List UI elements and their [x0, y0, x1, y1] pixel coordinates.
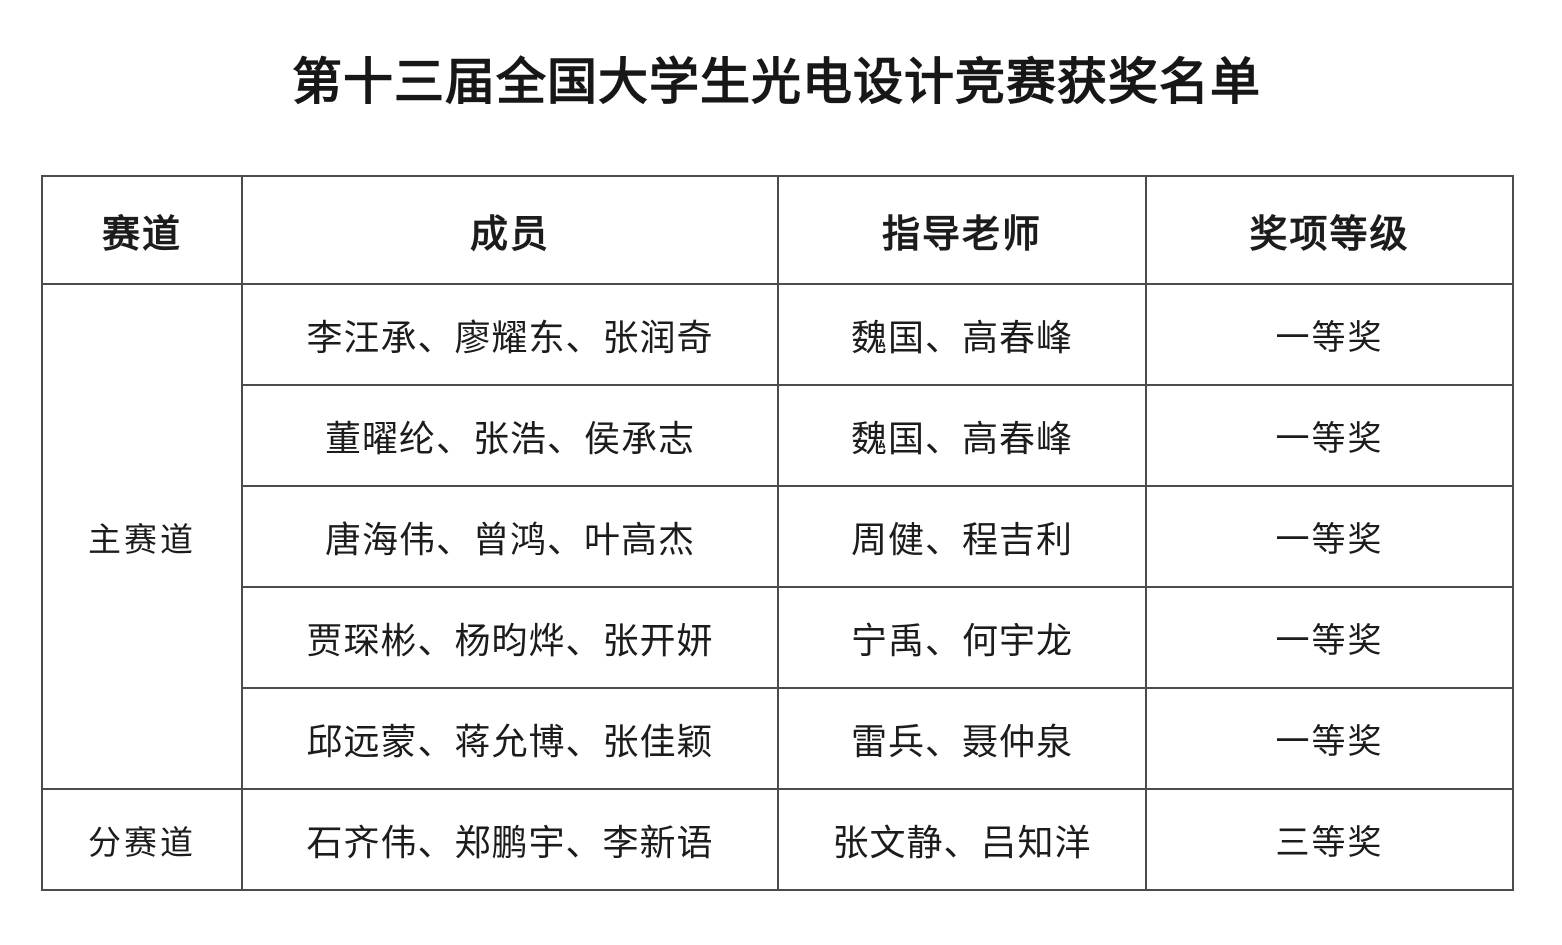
mentor-cell: 张文静、吕知洋 [777, 788, 1147, 891]
member-cell: 董曜纶、张浩、侯承志 [241, 384, 779, 487]
track-group-main: 主赛道 [41, 283, 243, 790]
member-cell: 唐海伟、曾鸿、叶高杰 [241, 485, 779, 588]
table-header-row: 赛道 成员 指导老师 奖项等级 [41, 175, 1514, 285]
member-cell: 石齐伟、郑鹏宇、李新语 [241, 788, 779, 891]
member-cell: 邱远蒙、蒋允博、张佳颖 [241, 687, 779, 790]
column-header-mentor: 指导老师 [777, 175, 1147, 285]
column-header-member: 成员 [241, 175, 779, 285]
column-header-track: 赛道 [41, 175, 243, 285]
track-group-sub: 分赛道 [41, 788, 243, 891]
member-cell: 贾琛彬、杨昀烨、张开妍 [241, 586, 779, 689]
award-cell: 一等奖 [1145, 485, 1514, 588]
table-row: 唐海伟、曾鸿、叶高杰 周健、程吉利 一等奖 [42, 485, 1514, 588]
award-list-table: 赛道 成员 指导老师 奖项等级 主赛道 李汪承、廖耀东、张润奇 魏国、高春峰 一… [41, 175, 1514, 891]
table-header: 赛道 成员 指导老师 奖项等级 [41, 175, 1514, 285]
page-title: 第十三届全国大学生光电设计竞赛获奖名单 [292, 54, 1261, 110]
mentor-cell: 周健、程吉利 [777, 485, 1147, 588]
award-cell: 一等奖 [1145, 384, 1514, 487]
mentor-cell: 宁禹、何宇龙 [777, 586, 1147, 689]
mentor-cell: 魏国、高春峰 [777, 283, 1147, 386]
award-cell: 一等奖 [1145, 687, 1514, 790]
table-row: 董曜纶、张浩、侯承志 魏国、高春峰 一等奖 [42, 384, 1514, 487]
award-cell: 一等奖 [1145, 283, 1514, 386]
award-cell: 三等奖 [1145, 788, 1514, 891]
member-cell: 李汪承、廖耀东、张润奇 [241, 283, 779, 386]
table-row: 分赛道 石齐伟、郑鹏宇、李新语 张文静、吕知洋 三等奖 [41, 788, 1514, 891]
award-cell: 一等奖 [1145, 586, 1514, 689]
table-row: 贾琛彬、杨昀烨、张开妍 宁禹、何宇龙 一等奖 [42, 586, 1514, 689]
column-header-award: 奖项等级 [1145, 175, 1514, 285]
table-row: 邱远蒙、蒋允博、张佳颖 雷兵、聂仲泉 一等奖 [42, 687, 1514, 790]
table-row: 主赛道 李汪承、廖耀东、张润奇 魏国、高春峰 一等奖 [41, 283, 1514, 790]
table-body: 主赛道 李汪承、廖耀东、张润奇 魏国、高春峰 一等奖 董曜纶、张浩、侯承志 魏国… [41, 283, 1514, 891]
mentor-cell: 魏国、高春峰 [777, 384, 1147, 487]
mentor-cell: 雷兵、聂仲泉 [777, 687, 1147, 790]
